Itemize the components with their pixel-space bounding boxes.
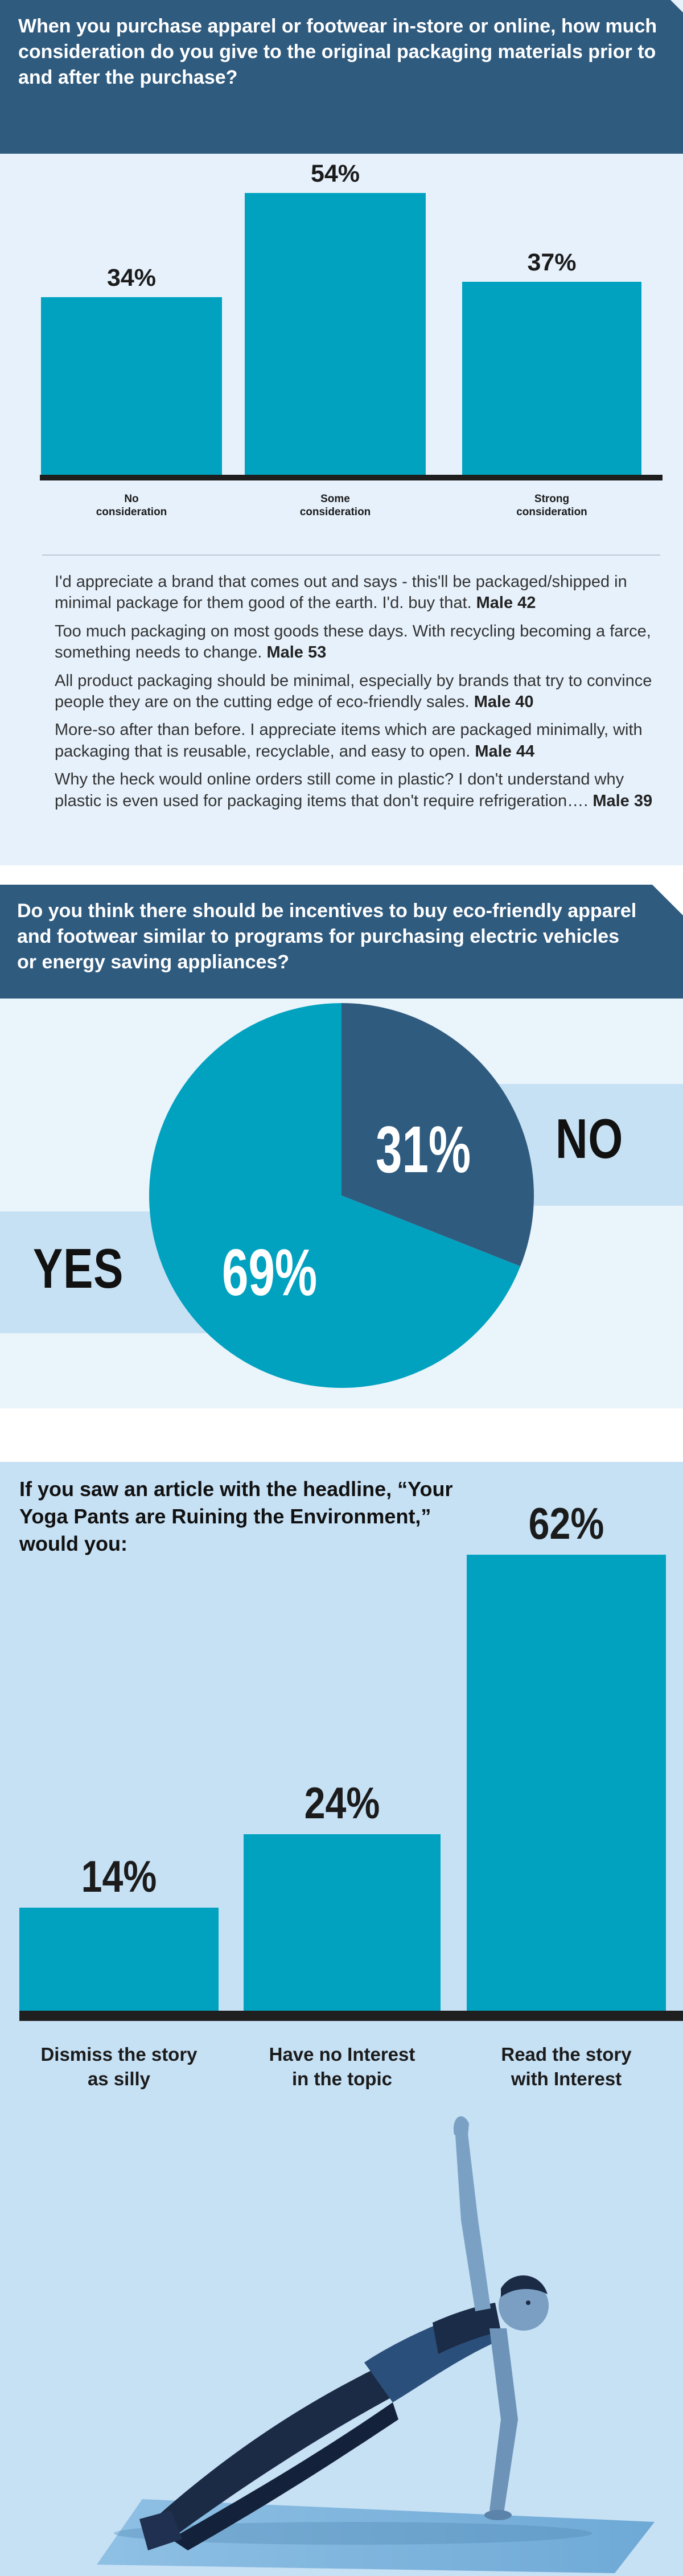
quote-author: Male 39 [593, 791, 653, 810]
packaging-chart-baseline [40, 475, 663, 480]
quote-list: I'd appreciate a brand that comes out an… [55, 572, 659, 819]
yoga-bar [467, 1554, 666, 2011]
quote-text: Why the heck would online orders still c… [55, 770, 624, 810]
packaging-bar [245, 193, 426, 475]
yoga-bar-category: Dismiss the story as silly [40, 2044, 198, 2089]
yoga-bar-category: Have no Interest in the topic [269, 2044, 415, 2089]
yoga-bar-category: Read the story with Interest [501, 2044, 632, 2089]
quotes-divider [42, 554, 660, 556]
packaging-bar-value: 54% [310, 160, 360, 187]
quote-item: I'd appreciate a brand that comes out an… [55, 572, 659, 614]
packaging-bar-category: Some consideration [299, 493, 371, 518]
quote-author: Male 53 [266, 643, 327, 662]
no-label: NO [556, 1107, 624, 1170]
yoga-question: If you saw an article with the headline,… [19, 1477, 453, 1555]
quote-text: Too much packaging on most goods these d… [55, 622, 651, 662]
yoga-bar [19, 1908, 219, 2011]
quote-author: Male 44 [475, 742, 535, 761]
pie-no-value: 31% [376, 1112, 471, 1186]
quote-item: More-so after than before. I appreciate … [55, 720, 659, 762]
quote-text: All product packaging should be minimal,… [55, 671, 652, 712]
yes-label: YES [33, 1237, 124, 1300]
yoga-bar [244, 1834, 441, 2011]
yoga-pose-illustration [97, 2116, 655, 2573]
incentives-question-header: Do you think there should be incentives … [0, 885, 683, 999]
quote-item: Why the heck would online orders still c… [55, 769, 659, 812]
quote-author: Male 40 [474, 693, 534, 712]
incentives-pie-chart [149, 1003, 534, 1388]
pie-slice-no [342, 1003, 534, 1267]
packaging-question-header: When you purchase apparel or footwear in… [0, 0, 683, 154]
yoga-chart-baseline [19, 2011, 683, 2021]
packaging-bar-value: 34% [106, 264, 157, 292]
yoga-bar-value: 62% [528, 1498, 604, 1548]
quote-item: Too much packaging on most goods these d… [55, 621, 659, 664]
packaging-bar-value: 37% [527, 248, 577, 276]
yoga-bar-value: 14% [81, 1851, 157, 1902]
packaging-bar [41, 297, 222, 475]
quote-text: I'd appreciate a brand that comes out an… [55, 573, 627, 613]
quote-author: Male 42 [476, 594, 536, 613]
quote-item: All product packaging should be minimal,… [55, 671, 659, 713]
yoga-bar-value: 24% [304, 1777, 380, 1828]
packaging-bar-category: Strong consideration [516, 493, 587, 518]
packaging-bar [462, 281, 641, 475]
incentives-question: Do you think there should be incentives … [17, 900, 637, 973]
packaging-question: When you purchase apparel or footwear in… [18, 15, 657, 88]
pie-slice-yes [149, 1003, 521, 1388]
packaging-bar-category: No consideration [96, 493, 167, 518]
quote-text: More-so after than before. I appreciate … [55, 721, 643, 761]
pie-yes-value: 69% [222, 1235, 318, 1309]
